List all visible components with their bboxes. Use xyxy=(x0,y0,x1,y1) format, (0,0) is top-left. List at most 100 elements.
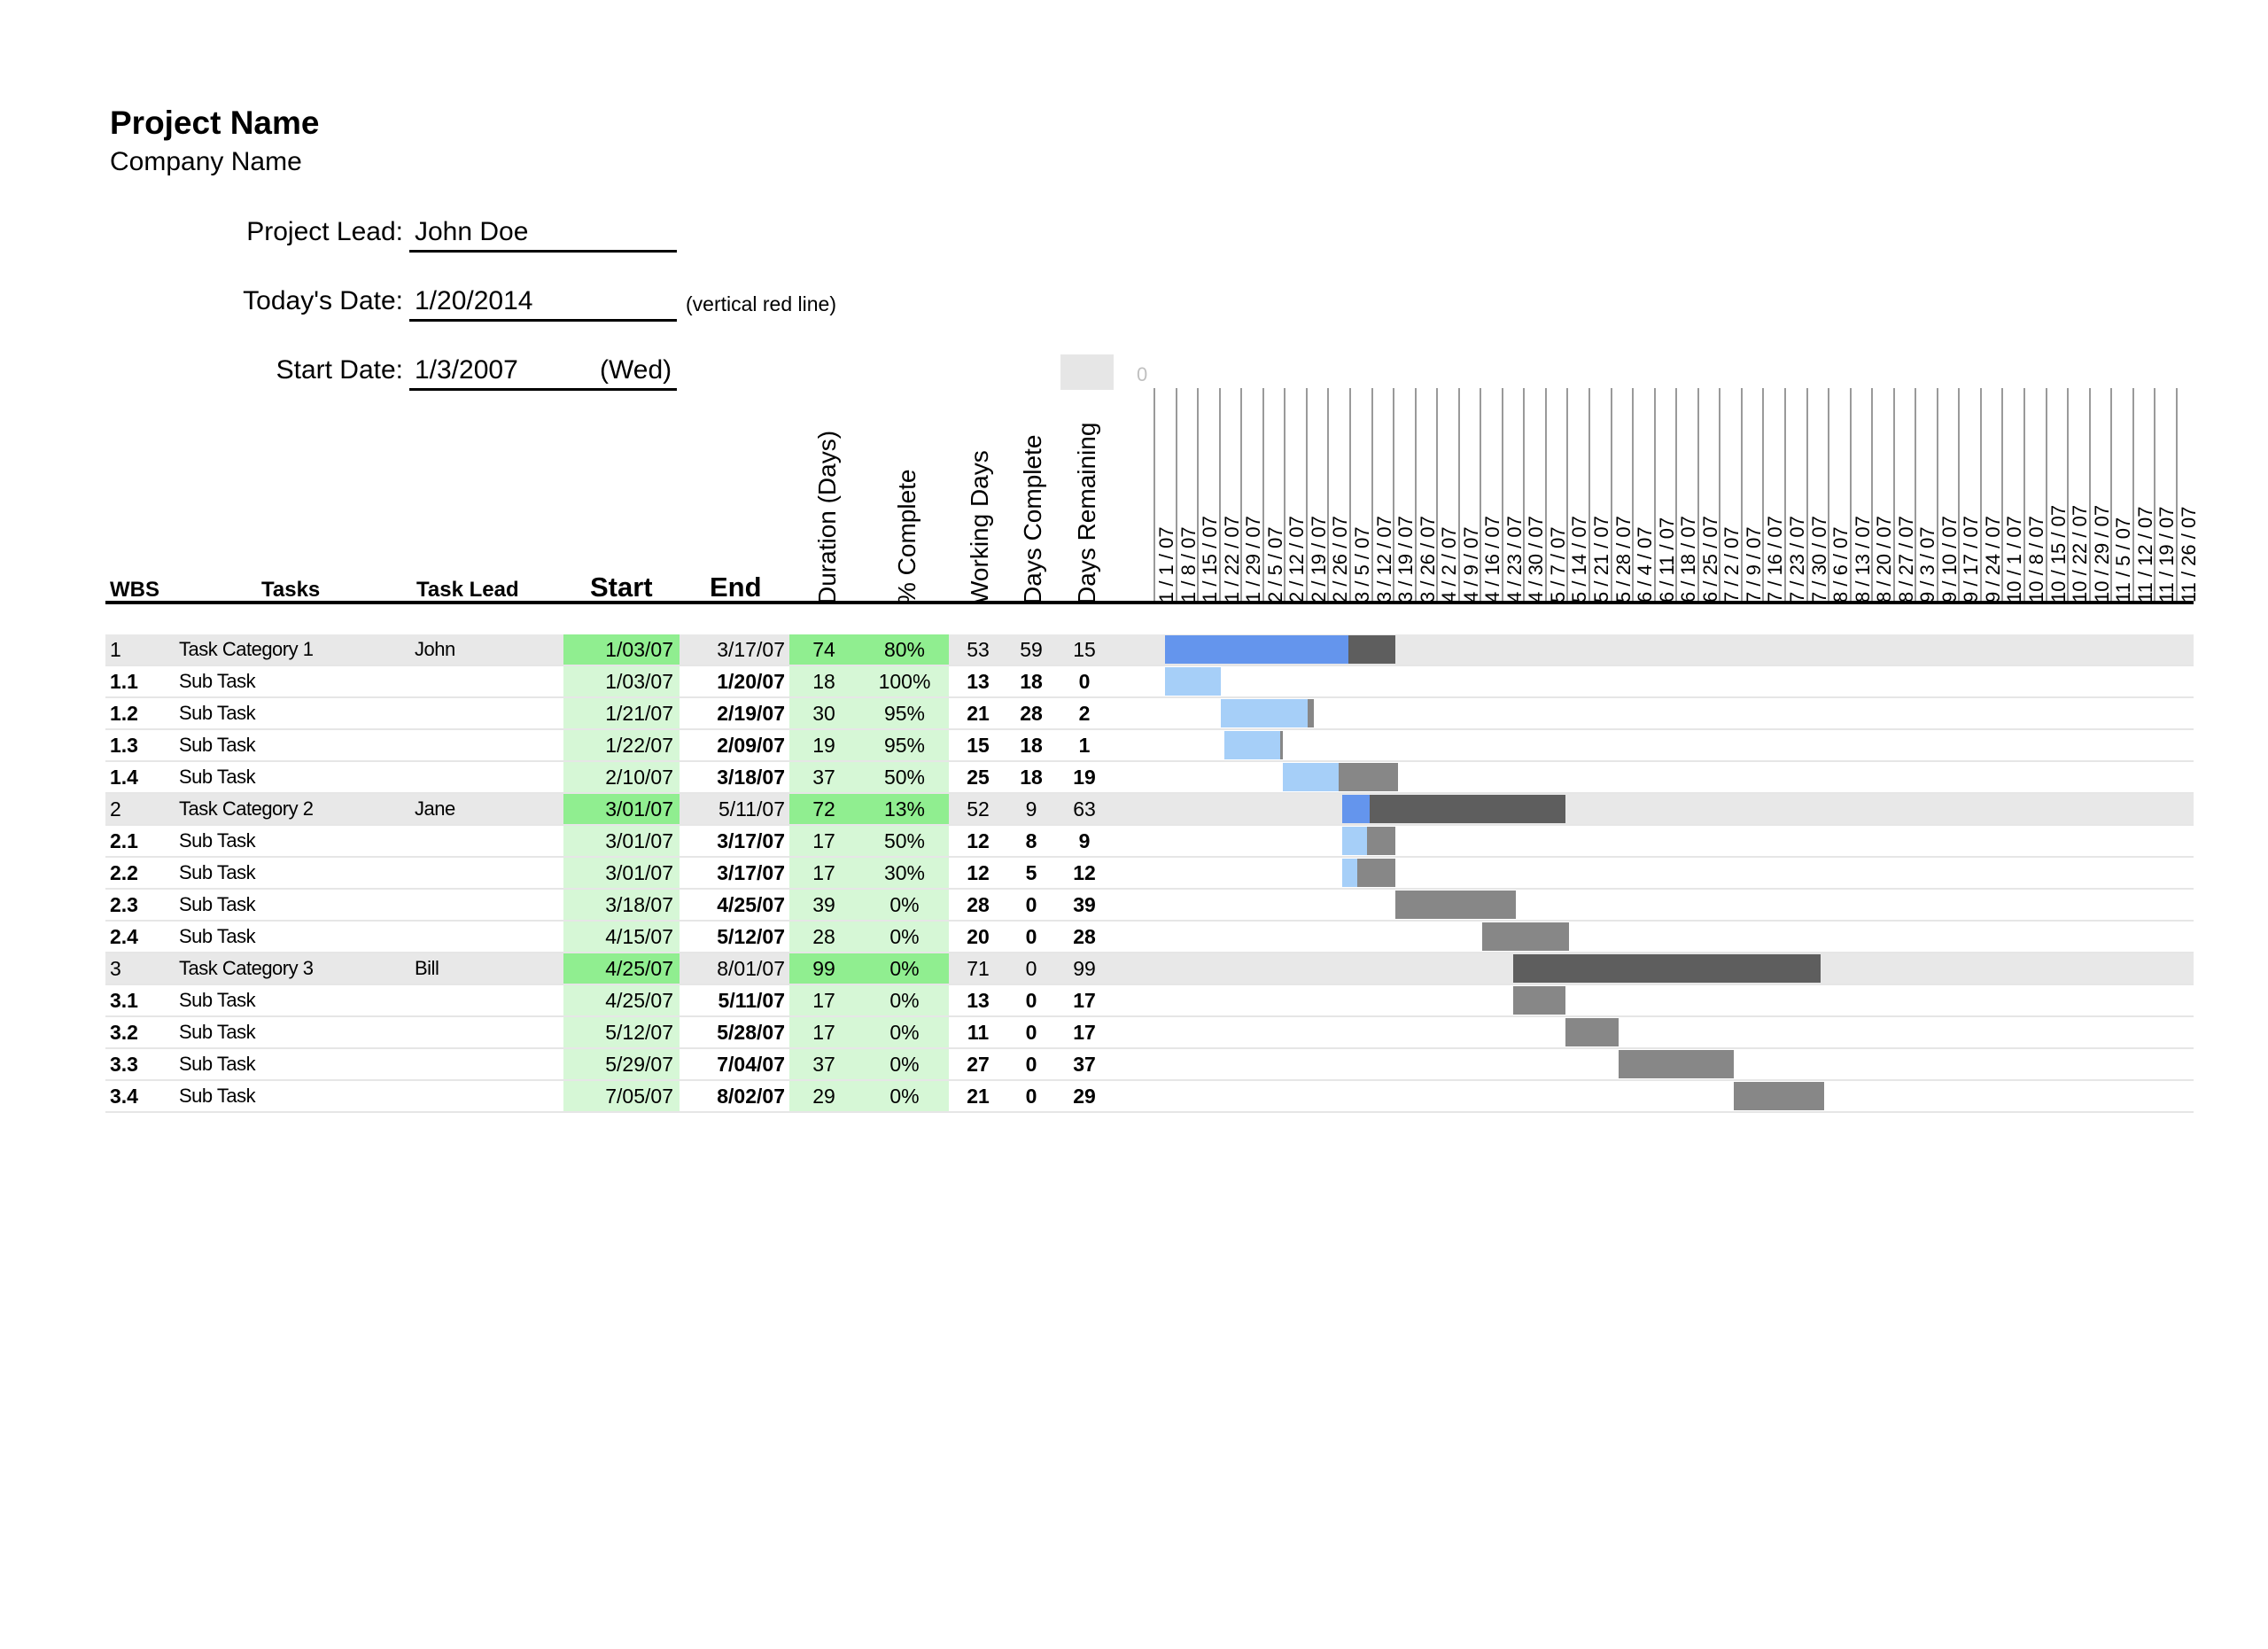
duration-cell: 18 xyxy=(812,670,835,693)
gantt-bar-remaining xyxy=(1733,1082,1824,1110)
gantt-bar-remaining xyxy=(1565,1018,1619,1046)
start-cell-bg xyxy=(563,634,680,665)
timeline-gridline xyxy=(1979,388,1982,601)
task-name-cell: Sub Task xyxy=(179,989,256,1011)
days-complete-cell: 0 xyxy=(1025,1053,1037,1076)
progress-cell-bg xyxy=(789,922,949,952)
col-wbs: WBS xyxy=(110,578,159,602)
timeline-gridline xyxy=(1915,388,1917,601)
start-cell: 3/01/07 xyxy=(605,861,673,884)
pct-complete-cell: 30% xyxy=(883,861,926,884)
start-cell-bg xyxy=(563,826,680,856)
gantt-bar-remaining xyxy=(1279,731,1284,759)
days-remaining-cell: 63 xyxy=(1073,797,1096,821)
working-days-cell: 13 xyxy=(967,989,990,1012)
timeline-gridline xyxy=(1457,388,1460,601)
progress-cell-bg xyxy=(789,1049,949,1079)
table-row[interactable] xyxy=(105,1081,2194,1111)
task-name-cell: Sub Task xyxy=(179,1085,256,1107)
task-name-cell: Sub Task xyxy=(179,925,256,947)
timeline-gridline xyxy=(1806,388,1808,601)
wbs-cell: 2.4 xyxy=(110,925,138,948)
table-row[interactable] xyxy=(105,762,2194,792)
timeline-gridline xyxy=(1783,388,1786,601)
days-complete-cell: 9 xyxy=(1025,797,1037,821)
timeline-gridline xyxy=(1371,388,1373,601)
pct-complete-cell: 13% xyxy=(883,797,926,821)
project-name: Project Name xyxy=(110,105,320,141)
progress-cell-bg xyxy=(789,858,949,888)
project-lead-field[interactable]: John Doe xyxy=(409,217,677,253)
end-cell: 8/01/07 xyxy=(717,957,785,980)
pct-complete-cell: 0% xyxy=(889,1085,920,1108)
table-row[interactable] xyxy=(105,698,2194,728)
timeline-gridline xyxy=(2001,388,2004,601)
table-row[interactable] xyxy=(105,1049,2194,1079)
gantt-bar-remaining xyxy=(1366,827,1395,855)
row-separator xyxy=(105,696,2194,698)
timeline-gridline xyxy=(1262,388,1264,601)
timeline-gridline xyxy=(1610,388,1612,601)
progress-cell-bg xyxy=(789,1017,949,1047)
timeline-gridline xyxy=(1566,388,1569,601)
gantt-bar-remaining xyxy=(1348,635,1395,664)
start-cell: 4/25/07 xyxy=(605,989,673,1012)
timeline-gridline xyxy=(1414,388,1417,601)
gantt-bar-remaining xyxy=(1512,986,1566,1015)
start-cell: 5/12/07 xyxy=(605,1021,673,1044)
end-cell: 3/17/07 xyxy=(717,829,785,852)
start-date-value: 1/3/2007 xyxy=(415,355,518,385)
pct-complete-cell: 95% xyxy=(883,702,926,725)
col-working-days: Working Days xyxy=(966,450,993,604)
col-pct-complete: % Complete xyxy=(893,469,920,604)
working-days-cell: 12 xyxy=(967,829,990,852)
col-duration: Duration (Days) xyxy=(813,430,841,604)
working-days-cell: 20 xyxy=(967,925,990,948)
days-complete-cell: 0 xyxy=(1025,925,1037,948)
end-cell: 7/04/07 xyxy=(717,1053,785,1076)
start-cell: 3/01/07 xyxy=(605,829,673,852)
task-category-row[interactable] xyxy=(105,794,2194,824)
timeline-gridline xyxy=(2023,388,2025,601)
end-cell: 3/18/07 xyxy=(717,766,785,789)
start-date-field[interactable]: 1/3/2007 (Wed) xyxy=(409,355,677,391)
pct-complete-cell: 0% xyxy=(889,989,920,1012)
task-category-row[interactable] xyxy=(105,953,2194,984)
row-separator xyxy=(105,760,2194,762)
duration-cell: 29 xyxy=(812,1085,835,1108)
timeline-gridline xyxy=(1544,388,1547,601)
end-cell: 5/11/07 xyxy=(718,989,785,1012)
row-separator xyxy=(105,728,2194,730)
table-row[interactable] xyxy=(105,666,2194,696)
table-row[interactable] xyxy=(105,890,2194,920)
task-lead-cell: John xyxy=(415,638,455,660)
timeline-gridline xyxy=(1653,388,1656,601)
start-cell-bg xyxy=(563,1017,680,1047)
table-row[interactable] xyxy=(105,826,2194,856)
row-separator xyxy=(105,984,2194,985)
days-remaining-cell: 17 xyxy=(1073,989,1096,1012)
week-offset-input[interactable] xyxy=(1060,354,1114,390)
task-category-row[interactable] xyxy=(105,634,2194,665)
gantt-bar-remaining xyxy=(1339,763,1399,791)
todays-date-field[interactable]: 1/20/2014 xyxy=(409,286,677,322)
end-cell: 3/17/07 xyxy=(717,638,785,661)
days-complete-cell: 18 xyxy=(1020,766,1043,789)
table-row[interactable] xyxy=(105,858,2194,888)
start-cell-bg xyxy=(563,698,680,728)
table-row[interactable] xyxy=(105,730,2194,760)
table-row[interactable] xyxy=(105,1017,2194,1047)
table-row[interactable] xyxy=(105,985,2194,1015)
task-lead-cell xyxy=(415,666,548,696)
week-offset-label: 0 xyxy=(1137,363,1148,385)
days-complete-cell: 18 xyxy=(1020,670,1043,693)
end-cell: 3/17/07 xyxy=(717,861,785,884)
task-name-cell: Task Category 1 xyxy=(179,638,314,660)
task-name-cell: Sub Task xyxy=(179,1021,256,1043)
duration-cell: 72 xyxy=(812,797,835,821)
table-row[interactable] xyxy=(105,922,2194,952)
gantt-bar-complete xyxy=(1165,667,1222,696)
header-rule xyxy=(105,601,1307,604)
timeline-gridline xyxy=(1327,388,1330,601)
timeline-gridline xyxy=(1523,388,1526,601)
